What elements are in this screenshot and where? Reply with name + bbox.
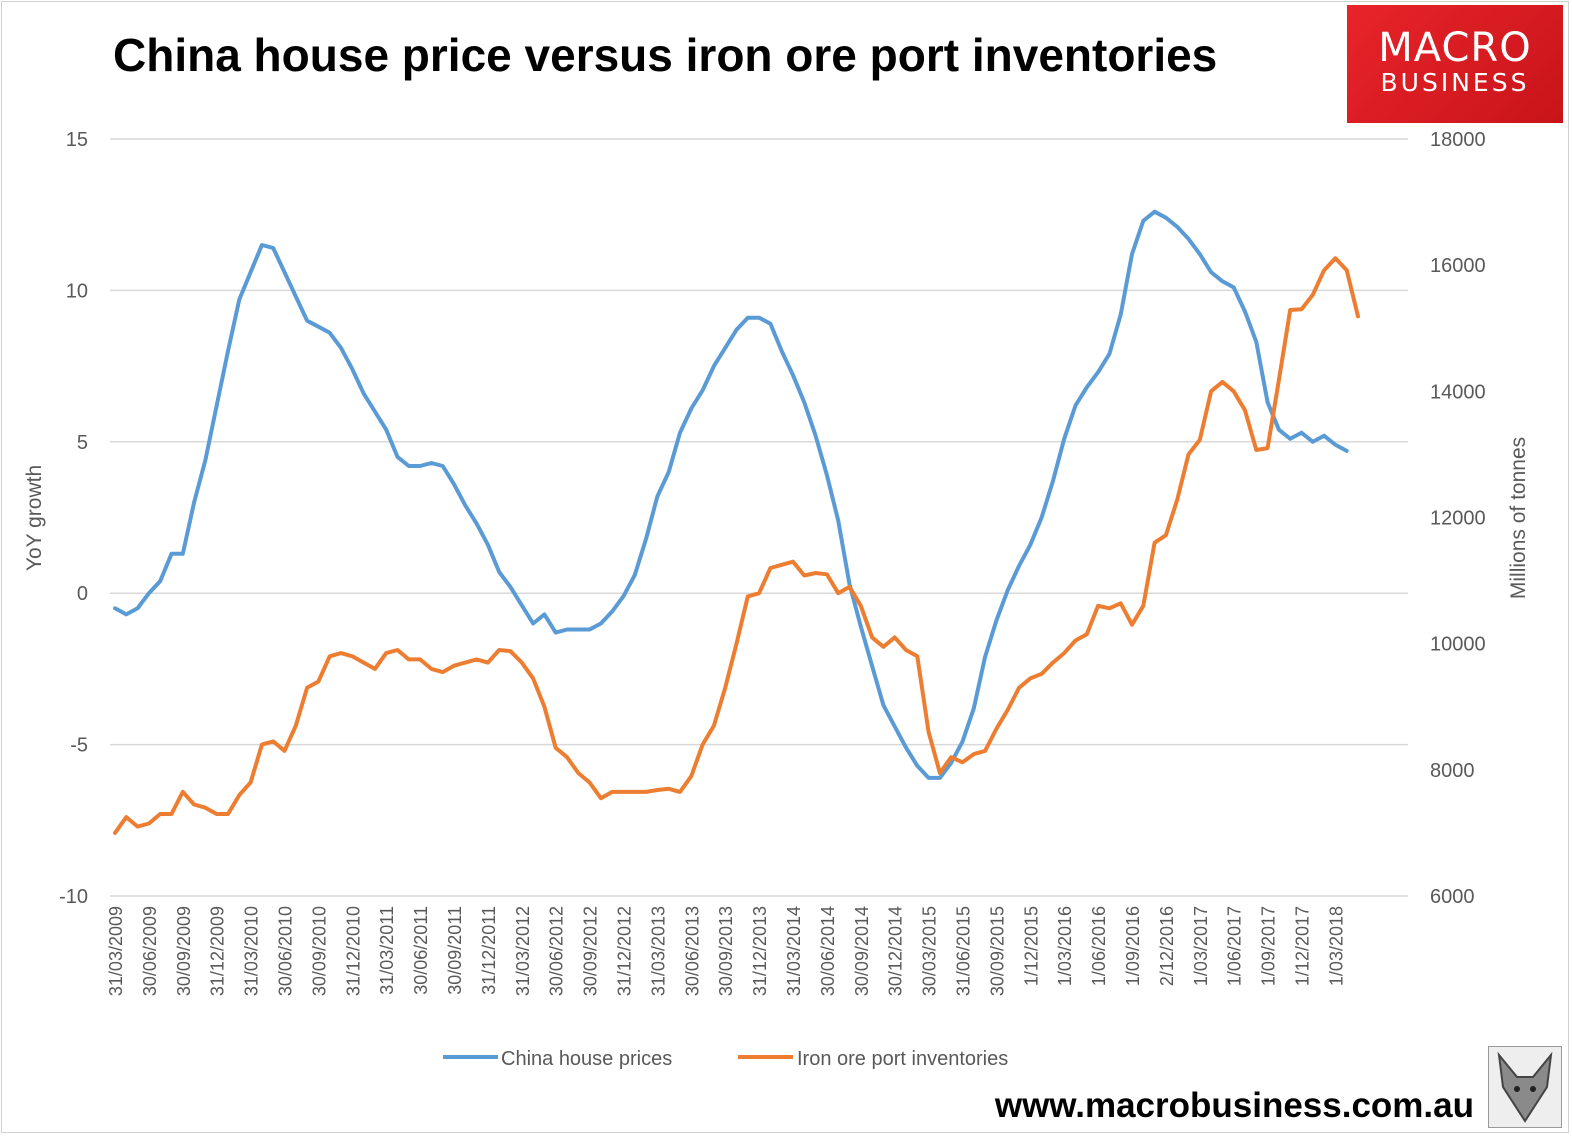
- x-tick-label: 30/09/2011: [445, 906, 465, 995]
- right-axis-ticks: 6000 8000 10000 12000 14000 16000 18000: [1430, 129, 1486, 908]
- right-tick-label: 18000: [1430, 129, 1486, 151]
- x-tick-label: 31/12/2010: [343, 906, 363, 996]
- x-tick-label: 30/12/2014: [886, 906, 906, 996]
- x-tick-label: 1/12/2017: [1293, 906, 1313, 986]
- x-tick-label: 31/12/2013: [750, 906, 770, 996]
- legend-label-iron-ore: Iron ore port inventories: [797, 1048, 1008, 1070]
- x-tick-label: 30/09/2013: [716, 906, 736, 996]
- right-tick-label: 16000: [1430, 255, 1486, 277]
- chart-title: China house price versus iron ore port i…: [113, 29, 1218, 81]
- left-tick-label: 5: [77, 432, 88, 454]
- x-tick-label: 31/03/2010: [242, 906, 262, 996]
- left-tick-label: 0: [77, 583, 88, 605]
- x-tick-label: 31/03/2013: [648, 906, 668, 996]
- x-axis-ticks: 31/03/2009 30/06/2009 30/09/2009 31/12/2009…: [106, 906, 1346, 996]
- x-tick-label: 31/03/2009: [106, 906, 126, 996]
- macrobusiness-logo[interactable]: MACRO BUSINESS: [1347, 5, 1563, 123]
- x-tick-label: 1/03/2018: [1326, 906, 1346, 986]
- right-axis-title: Millions of tonnes: [1507, 437, 1530, 599]
- x-tick-label: 1/06/2016: [1089, 906, 1109, 986]
- series-line-china-house-prices: [113, 209, 1349, 780]
- x-tick-label: 31/12/2011: [479, 906, 499, 995]
- x-tick-label: 30/03/2015: [920, 906, 940, 996]
- x-tick-label: 1/06/2017: [1225, 906, 1245, 986]
- series-lines: [113, 209, 1360, 835]
- x-tick-label: 30/09/2015: [987, 906, 1007, 996]
- x-tick-label: 31/03/2012: [513, 906, 533, 996]
- left-tick-label: 10: [66, 280, 88, 302]
- right-tick-label: 6000: [1430, 886, 1475, 908]
- series-line-iron-ore-inventories: [113, 256, 1360, 835]
- website-url[interactable]: www.macrobusiness.com.au: [994, 1086, 1474, 1125]
- x-tick-label: 1/03/2017: [1191, 906, 1211, 986]
- x-tick-label: 1/12/2015: [1021, 906, 1041, 986]
- right-tick-label: 8000: [1430, 760, 1475, 782]
- legend-label-house-prices: China house prices: [501, 1048, 672, 1070]
- fox-icon: [1488, 1046, 1562, 1128]
- logo-line-1: MACRO: [1378, 25, 1532, 71]
- x-tick-label: 30/09/2012: [581, 906, 601, 996]
- x-tick-label: 31/12/2009: [208, 906, 228, 996]
- left-tick-label: -10: [59, 886, 88, 908]
- x-tick-label: 31/03/2014: [784, 906, 804, 996]
- x-tick-label: 1/09/2016: [1123, 906, 1143, 986]
- x-tick-label: 30/06/2013: [682, 906, 702, 996]
- x-tick-label: 30/09/2014: [852, 906, 872, 996]
- x-tick-label: 30/06/2011: [411, 906, 431, 995]
- x-tick-label: 31/03/2011: [377, 906, 397, 995]
- x-tick-label: 1/09/2017: [1259, 906, 1279, 986]
- x-tick-label: 1/03/2016: [1055, 906, 1075, 986]
- right-tick-label: 10000: [1430, 634, 1486, 656]
- left-axis-title: YoY growth: [23, 465, 46, 571]
- x-tick-label: 30/06/2012: [547, 906, 567, 996]
- x-tick-label: 30/06/2010: [276, 906, 296, 996]
- x-tick-label: 2/12/2016: [1157, 906, 1177, 986]
- x-tick-label: 31/12/2012: [615, 906, 635, 996]
- logo-line-2: BUSINESS: [1380, 68, 1530, 97]
- left-tick-label: -5: [70, 735, 88, 757]
- right-tick-label: 14000: [1430, 381, 1486, 403]
- x-tick-label: 31/06/2015: [954, 906, 974, 996]
- x-tick-label: 30/09/2009: [174, 906, 194, 996]
- right-tick-label: 12000: [1430, 508, 1486, 530]
- x-tick-label: 30/06/2009: [140, 906, 160, 996]
- x-tick-label: 30/06/2014: [818, 906, 838, 996]
- left-axis-ticks: -10 -5 0 5 10 15: [59, 129, 88, 908]
- legend: China house prices Iron ore port invento…: [443, 1048, 1008, 1070]
- x-tick-label: 30/09/2010: [309, 906, 329, 996]
- gridlines: [110, 138, 1408, 897]
- left-tick-label: 15: [66, 129, 88, 151]
